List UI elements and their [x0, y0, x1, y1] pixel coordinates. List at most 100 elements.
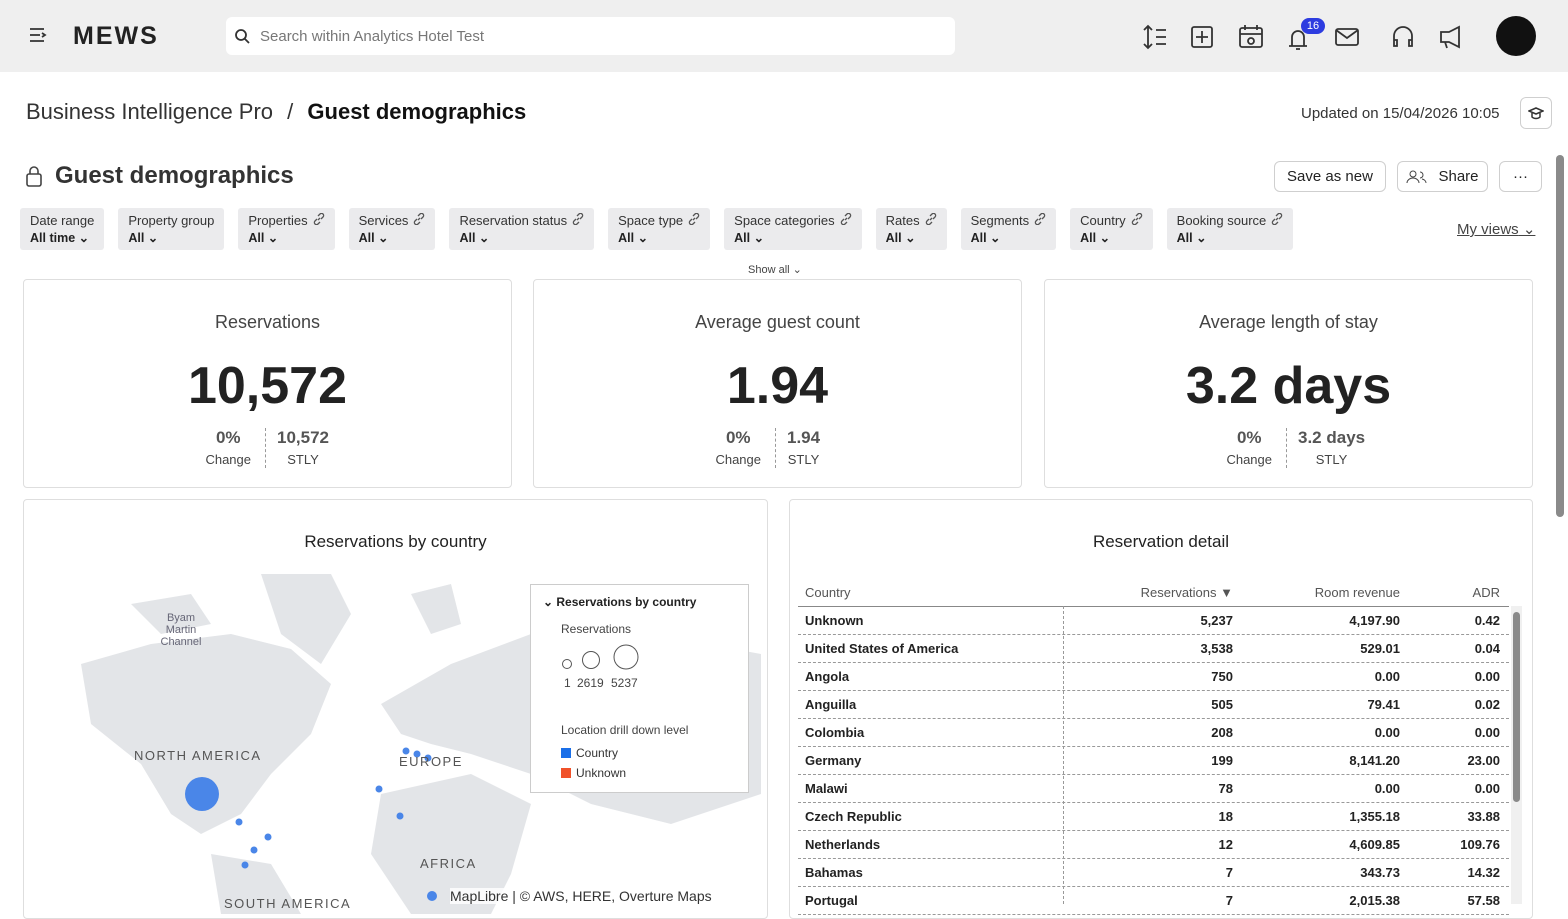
filter-value-row: All time ⌄: [30, 230, 94, 245]
kpi-change: 0% Change: [205, 428, 266, 468]
legend-level-name: Country: [576, 746, 619, 760]
help-button[interactable]: [1520, 97, 1552, 129]
share-button[interactable]: Share: [1397, 161, 1488, 192]
kpi-title: Reservations: [214, 312, 321, 332]
breadcrumb-separator: /: [287, 99, 294, 124]
chevron: ⌄: [753, 231, 765, 245]
table-cell: 1,355.18: [1349, 809, 1400, 824]
link-icon: [688, 212, 700, 226]
filter-chip[interactable]: Reservation status All ⌄: [449, 208, 595, 250]
filter-label-row: Reservation status: [459, 212, 584, 228]
filter-label: Services: [358, 213, 409, 228]
filter-label: Booking source: [1176, 213, 1267, 228]
table-scrollbar[interactable]: [1511, 606, 1522, 904]
filter-chip[interactable]: Property group All ⌄: [118, 208, 225, 250]
kpi-stly-value: 10,572: [277, 428, 329, 447]
filter-chip[interactable]: Space categories All ⌄: [724, 208, 862, 250]
filter-chip[interactable]: Services All ⌄: [348, 208, 436, 250]
filter-value: All: [1080, 231, 1097, 245]
map-title: Reservations by country: [304, 532, 487, 551]
avatar[interactable]: [1496, 16, 1536, 56]
kpi-stly-label: STLY: [787, 452, 820, 467]
kpi-change-label: Change: [715, 452, 761, 467]
column-header[interactable]: ADR: [1472, 585, 1500, 600]
table-cell: 0.00: [1474, 669, 1500, 684]
link-icon: [840, 212, 851, 226]
filter-chip[interactable]: Space type All ⌄: [608, 208, 711, 250]
link-icon: [1034, 212, 1046, 226]
search-placeholder: Search within Analytics Hotel Test: [260, 28, 484, 45]
toolbar-icons[interactable]: [1140, 20, 1470, 54]
search-box[interactable]: Search within Analytics Hotel Test: [226, 17, 955, 55]
map-legend: ⌄ Reservations by country Reservations 1…: [530, 584, 749, 793]
table-cell: 0.00: [1374, 725, 1400, 740]
filter-label: Reservation status: [459, 213, 568, 228]
table-row: Unknown 5,237 4,197.90 0.42: [798, 606, 1509, 635]
share-icon: [1406, 170, 1427, 183]
column-header[interactable]: Reservations ▼: [1140, 585, 1233, 600]
kpi-title: Average length of stay: [1199, 312, 1378, 332]
filter-value-row: All ⌄: [886, 230, 937, 245]
link-icon: [414, 212, 425, 226]
menu-icon[interactable]: [28, 26, 48, 46]
filter-label-row: Space categories: [734, 212, 851, 228]
chevron: ⌄: [147, 231, 159, 245]
legend-size-label: 5237: [611, 676, 638, 690]
legend-size-title: Reservations: [561, 622, 632, 636]
kpi-stly-label: STLY: [287, 452, 319, 467]
page-scrollbar[interactable]: [1556, 155, 1564, 517]
kpi-change: 0% Change: [1226, 428, 1287, 468]
table-cell: 199: [1211, 753, 1233, 768]
kpi-stly-value: 1.94: [787, 428, 821, 447]
table-cell: 7: [1225, 893, 1233, 908]
filter-value: All time: [30, 231, 76, 245]
filter-chip[interactable]: Date range All time ⌄: [20, 208, 105, 250]
filter-value: All: [248, 231, 265, 245]
my-views-label: My views: [1457, 221, 1519, 238]
table-row: Bahamas 7 343.73 14.32: [798, 858, 1509, 887]
show-all[interactable]: Show all ⌄: [748, 264, 802, 276]
filter-chip[interactable]: Booking source All ⌄: [1166, 208, 1294, 250]
legend-level: Unknown: [561, 763, 626, 783]
filter-label-row: Booking source: [1176, 212, 1284, 228]
legend-level: Country: [561, 743, 626, 763]
kpi-stly-value: 3.2 days: [1298, 428, 1366, 447]
table-cell: 5,237: [1200, 613, 1233, 628]
save-button[interactable]: Save as new: [1274, 161, 1386, 192]
filter-label-row: Space type: [618, 212, 700, 228]
logo[interactable]: MEWS: [73, 22, 159, 50]
table-cell: Colombia: [805, 725, 865, 740]
table-cell: 505: [1211, 697, 1233, 712]
chevron: ⌄: [637, 231, 649, 245]
filter-chip[interactable]: Properties All ⌄: [238, 208, 335, 250]
table-cell: 4,197.90: [1349, 613, 1400, 628]
filter-chip[interactable]: Country All ⌄: [1070, 208, 1153, 250]
map-attribution: MapLibre | © AWS, HERE, Overture Maps: [450, 888, 712, 904]
kpi-value: 10,572: [187, 357, 348, 415]
table-cell: 0.00: [1474, 725, 1500, 740]
filter-chip[interactable]: Segments All ⌄: [960, 208, 1057, 250]
breadcrumb-current: Guest demographics: [307, 99, 527, 124]
kpi-stly: 3.2 days STLY: [1298, 428, 1365, 467]
filter-value-row: All ⌄: [734, 230, 851, 245]
breadcrumb: Business Intelligence Pro / Guest demogr…: [26, 99, 526, 125]
breadcrumb-parent[interactable]: Business Intelligence Pro: [26, 99, 274, 124]
chevron: ⌄: [905, 231, 916, 245]
filter-value: All: [128, 231, 145, 245]
column-header[interactable]: Country: [805, 585, 851, 600]
table-cell: 8,141.20: [1349, 753, 1400, 768]
filter-value: All: [1176, 231, 1193, 245]
more-button[interactable]: ···: [1499, 161, 1542, 192]
table-cell: Bahamas: [805, 865, 863, 880]
table-cell: 343.73: [1360, 865, 1400, 880]
chevron: ⌄: [990, 231, 1001, 245]
my-views[interactable]: My views ⌄: [1457, 221, 1536, 238]
filter-chip[interactable]: Rates All ⌄: [875, 208, 947, 250]
kpi-value: 1.94: [726, 357, 829, 415]
column-header[interactable]: Room revenue: [1314, 585, 1400, 600]
column-divider: [1063, 606, 1064, 904]
filter-value: All: [459, 231, 476, 245]
filter-label: Property group: [128, 213, 215, 228]
legend-levels: Country Unknown: [561, 743, 626, 783]
table-cell: Portugal: [805, 893, 858, 908]
